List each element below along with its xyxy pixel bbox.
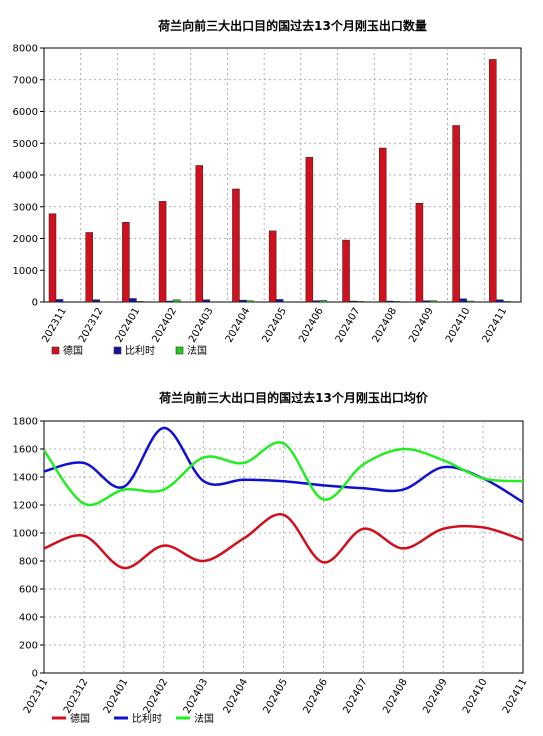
bar-法国 bbox=[466, 300, 474, 303]
legend-label: 比利时 bbox=[125, 345, 155, 357]
x-tick-label: 202409 bbox=[407, 306, 436, 345]
bar-法国 bbox=[246, 300, 254, 303]
x-tick-label: 202312 bbox=[62, 677, 91, 716]
y-tick-label: 1400 bbox=[13, 473, 38, 484]
x-tick-label: 202411 bbox=[481, 306, 510, 345]
y-tick-label: 0 bbox=[32, 669, 38, 680]
x-tick-label: 202403 bbox=[187, 306, 216, 345]
x-tick-label: 202408 bbox=[381, 677, 410, 716]
chart-title: 荷兰向前三大出口目的国过去13个月刚玉出口均价 bbox=[158, 390, 429, 405]
x-tick-label: 202407 bbox=[334, 306, 363, 345]
bar-德国 bbox=[342, 239, 350, 303]
series-line-比利时 bbox=[43, 426, 524, 504]
y-tick-label: 1000 bbox=[13, 529, 38, 540]
bar-德国 bbox=[122, 222, 130, 303]
y-tick-label: 400 bbox=[19, 613, 38, 624]
bar-法国 bbox=[392, 301, 401, 303]
y-tick-label: 3000 bbox=[13, 202, 38, 213]
bar-德国 bbox=[232, 188, 240, 303]
legend-swatch bbox=[113, 346, 122, 355]
x-tick-label: 202407 bbox=[341, 677, 370, 716]
x-tick-label: 202410 bbox=[461, 677, 490, 716]
bar-德国 bbox=[489, 59, 497, 303]
y-tick-label: 1600 bbox=[13, 445, 38, 456]
line-chart-export-price: ASIAN METAL亚洲金属网荷兰向前三大出口目的国过去13个月刚玉出口均价0… bbox=[13, 390, 530, 725]
x-tick-label: 202312 bbox=[77, 306, 106, 345]
y-tick-label: 8000 bbox=[13, 44, 38, 55]
bar-德国 bbox=[305, 156, 314, 303]
bar-比利时 bbox=[165, 300, 174, 303]
bar-法国 bbox=[172, 299, 181, 303]
x-tick-label: 202311 bbox=[22, 677, 51, 716]
y-tick-label: 6000 bbox=[13, 107, 38, 118]
bar-法国 bbox=[356, 301, 364, 303]
bar-法国 bbox=[136, 301, 144, 303]
bar-比利时 bbox=[312, 300, 321, 303]
x-tick-label: 202409 bbox=[421, 677, 450, 716]
bar-比利时 bbox=[275, 299, 284, 303]
bar-法国 bbox=[429, 300, 438, 303]
x-tick-label: 202406 bbox=[301, 677, 330, 716]
bar-比利时 bbox=[55, 299, 64, 303]
x-tick-label: 202401 bbox=[102, 677, 131, 716]
x-tick-label: 202406 bbox=[297, 306, 326, 345]
bar-比利时 bbox=[129, 298, 137, 303]
x-tick-label: 202311 bbox=[40, 306, 69, 345]
bar-比利时 bbox=[239, 299, 247, 303]
x-tick-label: 202402 bbox=[142, 677, 171, 716]
bar-德国 bbox=[415, 203, 424, 303]
x-tick-label: 202404 bbox=[224, 306, 253, 345]
chart-title: 荷兰向前三大出口目的国过去13个月刚玉出口数量 bbox=[157, 18, 427, 33]
y-tick-label: 800 bbox=[19, 557, 38, 568]
bar-比利时 bbox=[422, 300, 431, 303]
y-tick-label: 7000 bbox=[13, 75, 38, 86]
y-tick-label: 1200 bbox=[13, 501, 38, 512]
x-tick-label: 202404 bbox=[222, 677, 251, 716]
bar-比利时 bbox=[385, 300, 394, 303]
bar-德国 bbox=[195, 165, 204, 303]
x-tick-label: 202411 bbox=[501, 677, 530, 716]
bar-德国 bbox=[378, 147, 387, 303]
bar-比利时 bbox=[496, 299, 504, 303]
series-line-德国 bbox=[43, 513, 524, 570]
y-tick-label: 0 bbox=[32, 298, 38, 309]
bar-德国 bbox=[452, 125, 460, 303]
legend-label: 德国 bbox=[70, 712, 90, 725]
x-tick-label: 202401 bbox=[114, 306, 143, 345]
legend-swatch bbox=[175, 346, 184, 355]
x-tick-label: 202410 bbox=[444, 306, 473, 345]
x-tick-label: 202402 bbox=[150, 306, 179, 345]
y-tick-label: 600 bbox=[19, 585, 38, 596]
bar-德国 bbox=[268, 230, 277, 303]
y-tick-label: 200 bbox=[19, 641, 38, 652]
bar-chart-export-quantity: ASIAN METAL亚洲金属网荷兰向前三大出口目的国过去13个月刚玉出口数量0… bbox=[13, 18, 522, 357]
bar-德国 bbox=[85, 232, 93, 303]
legend-label: 法国 bbox=[194, 712, 214, 725]
x-tick-label: 202405 bbox=[261, 677, 290, 716]
bar-比利时 bbox=[349, 300, 357, 303]
y-tick-label: 1800 bbox=[13, 417, 38, 428]
bar-法国 bbox=[319, 300, 328, 303]
y-tick-label: 5000 bbox=[13, 139, 38, 150]
bar-法国 bbox=[503, 301, 511, 303]
x-tick-label: 202403 bbox=[182, 677, 211, 716]
y-tick-label: 1000 bbox=[13, 266, 38, 277]
series-line-法国 bbox=[42, 441, 524, 507]
bar-比利时 bbox=[202, 299, 211, 303]
legend-label: 德国 bbox=[63, 344, 83, 357]
x-tick-label: 202408 bbox=[371, 306, 400, 345]
bar-比利时 bbox=[459, 298, 467, 303]
y-tick-label: 2000 bbox=[13, 234, 38, 245]
bar-比利时 bbox=[92, 299, 100, 303]
legend-label: 比利时 bbox=[132, 713, 162, 725]
bar-德国 bbox=[48, 213, 57, 303]
legend-swatch bbox=[51, 346, 60, 355]
legend-label: 法国 bbox=[187, 344, 207, 357]
y-tick-label: 4000 bbox=[13, 171, 38, 182]
x-tick-label: 202405 bbox=[260, 306, 289, 345]
bar-德国 bbox=[158, 201, 167, 303]
